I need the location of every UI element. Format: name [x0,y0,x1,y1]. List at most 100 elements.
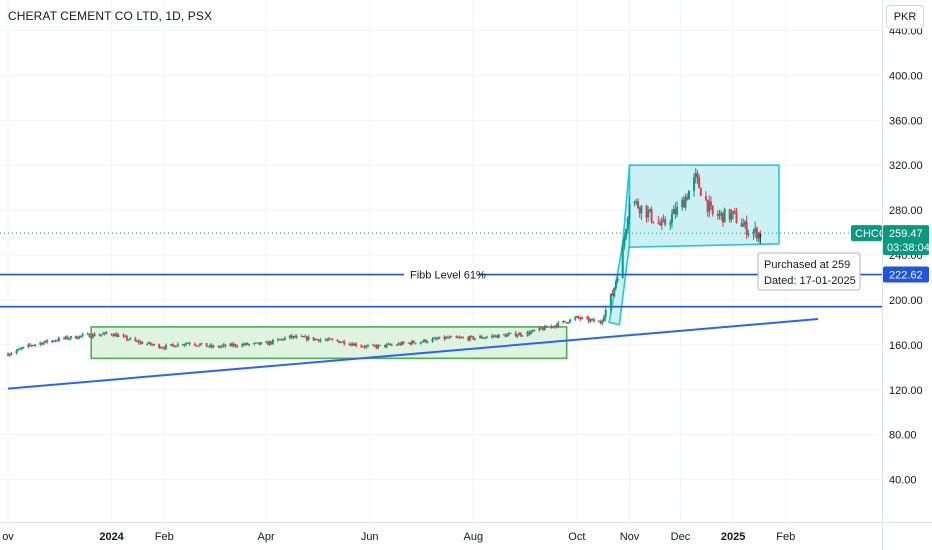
candle-body [625,229,628,238]
candle-body [229,343,232,347]
candle-body [372,344,375,346]
candle [402,340,405,345]
candle-body [708,201,711,212]
candle [219,345,222,349]
candle [161,346,164,349]
candle-body [399,343,402,345]
candle-body [557,322,560,327]
candle-body [752,231,755,234]
candle [603,314,606,323]
candle-body [171,344,174,346]
last-price-value: 259.47 [889,228,923,240]
candle [234,343,237,348]
candle [147,341,150,345]
candle [414,342,417,345]
candle [754,221,757,238]
candle [205,343,208,347]
candle-body [609,293,612,310]
candle-body [117,335,120,337]
symbol-tag-label: CHCC [855,228,887,240]
candle-body [91,334,94,338]
fibb-level-label: Fibb Level 61% [410,270,486,282]
candle-body [735,212,738,224]
candle-body [419,341,422,344]
candle [562,320,565,324]
x-tick-label: Feb [155,531,174,543]
candle-body [592,319,595,322]
candle [187,342,189,345]
candle [664,216,667,227]
candle [528,330,531,337]
candle-body [314,338,317,341]
candle-body [258,342,261,345]
candle-body [338,340,341,343]
candle [431,337,434,343]
candle [494,334,497,338]
candle-body [645,205,648,218]
candle-body [231,343,234,346]
candle [716,210,719,220]
candle [232,342,235,348]
candle [616,275,619,284]
candle [514,330,517,338]
candle-body [373,344,376,346]
candle [63,336,66,340]
candle-body [650,209,653,222]
candle [519,331,522,338]
candle-body [412,341,415,343]
candle [288,335,291,340]
candle [387,342,390,345]
candle [623,233,626,250]
candle [682,195,685,208]
candle [470,334,473,338]
candle-body [365,345,368,348]
candle [115,331,118,338]
currency-selector[interactable]: PKR [886,5,924,29]
candle [290,333,293,339]
candle-body [210,344,213,348]
candle [151,343,154,346]
candle [591,318,594,321]
candle-body [222,344,225,346]
annotation-line-1: Purchased at 259 [764,259,850,271]
candle [747,229,750,238]
candle-body [27,344,30,347]
candle [614,279,617,291]
candle-body [682,199,685,208]
candle-body [90,337,93,339]
candle [699,187,702,197]
candle-body [56,340,59,342]
candle [197,345,200,347]
candle-body [8,354,11,356]
candle-body [236,346,239,348]
candle [696,170,699,185]
candle-body [733,210,736,213]
candle [319,338,322,343]
candle [460,336,463,339]
candle [638,206,641,218]
y-tick-label: 360.00 [889,115,923,127]
candle [181,343,184,347]
candle [676,201,679,218]
candle-body [185,343,188,345]
candle-body [253,342,256,345]
candle-body [579,318,582,320]
candle [64,335,67,340]
candle [385,343,388,349]
candle-body [389,343,392,345]
candle-body [390,344,393,346]
candle [543,325,546,331]
candle [282,338,285,342]
candle-body [533,330,536,332]
last-price-tag [883,225,929,256]
candle-body [293,336,296,338]
candle [433,336,436,340]
candle-body [234,344,237,347]
x-tick-label: Nov [620,531,640,543]
x-tick-label: Feb [776,531,795,543]
candle [577,315,580,320]
candle [480,335,483,339]
candle-body [232,344,235,346]
candle-body [44,340,47,343]
